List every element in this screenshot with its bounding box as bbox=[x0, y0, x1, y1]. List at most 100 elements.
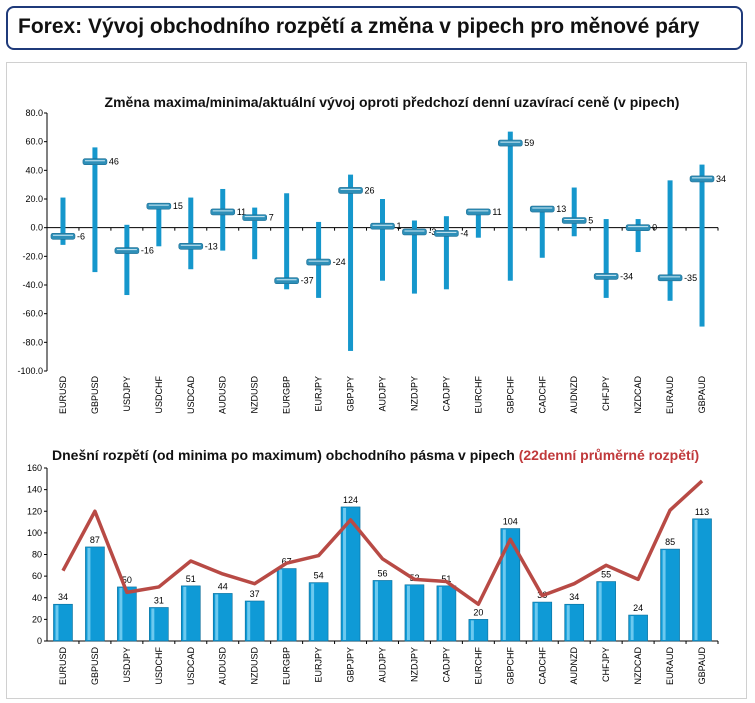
bar-shine bbox=[247, 601, 251, 640]
value-label: -13 bbox=[205, 241, 218, 251]
chart2-x-tick-label: EURAUD bbox=[665, 647, 675, 686]
value-label: 11 bbox=[492, 207, 501, 217]
chart1-y-tick-label: 80.0 bbox=[25, 108, 43, 118]
value-label: -35 bbox=[684, 273, 697, 283]
bar-shine bbox=[406, 585, 410, 640]
bar-shine bbox=[438, 586, 442, 640]
chart1-x-tick-label: NZDCAD bbox=[633, 376, 643, 414]
bar-shine bbox=[630, 616, 634, 640]
value-label: 44 bbox=[218, 581, 228, 591]
value-label: 51 bbox=[441, 574, 451, 584]
value-label: 85 bbox=[665, 537, 675, 547]
chart2-x-tick-label: EURCHF bbox=[473, 646, 483, 684]
chart2-x-tick-label: AUDJPY bbox=[378, 647, 388, 683]
bar-shine bbox=[87, 547, 91, 640]
charts-panel bbox=[6, 62, 747, 699]
bar-shine bbox=[311, 583, 315, 640]
value-label: -6 bbox=[77, 231, 85, 241]
range-bar bbox=[60, 197, 66, 245]
chart2-x-tick-label: NZDJPY bbox=[409, 647, 419, 682]
range-bar bbox=[603, 219, 609, 298]
chart2-x-tick-label: CHFJPY bbox=[601, 647, 611, 682]
chart1-y-tick-label: -80.0 bbox=[22, 337, 43, 347]
value-label: 87 bbox=[90, 535, 100, 545]
range-bar bbox=[507, 131, 513, 281]
value-label: 113 bbox=[695, 507, 709, 517]
bar-shine bbox=[694, 519, 698, 640]
value-label: -37 bbox=[301, 276, 314, 286]
range-bar bbox=[252, 207, 258, 260]
chart1-x-tick-label: NZDJPY bbox=[409, 376, 419, 411]
chart2-x-tick-label: NZDUSD bbox=[250, 647, 260, 685]
value-label: 34 bbox=[58, 592, 68, 602]
value-label: 34 bbox=[716, 174, 726, 184]
bar-shine bbox=[215, 594, 219, 640]
chart1-y-tick-label: 40.0 bbox=[25, 165, 43, 175]
chart2-x-tick-label: USDCAD bbox=[186, 647, 196, 686]
bar-shine bbox=[598, 582, 602, 640]
header-box: Forex: Vývoj obchodního rozpětí a změna … bbox=[6, 6, 743, 50]
chart2-y-tick-label: 160 bbox=[27, 463, 42, 473]
chart1-x-tick-label: EURUSD bbox=[58, 376, 68, 415]
bar-shine bbox=[502, 529, 506, 640]
chart2-y-tick-label: 0 bbox=[37, 636, 42, 646]
value-label: 13 bbox=[556, 204, 566, 214]
value-label: 34 bbox=[569, 592, 579, 602]
chart1-x-tick-label: NZDUSD bbox=[250, 376, 260, 414]
chart1-x-tick-label: USDCAD bbox=[186, 376, 196, 415]
range-bar bbox=[124, 224, 130, 296]
chart2-y-tick-label: 20 bbox=[32, 614, 42, 624]
range-bar bbox=[667, 180, 673, 301]
bar-shine bbox=[566, 605, 570, 640]
chart1-y-tick-label: 20.0 bbox=[25, 194, 43, 204]
page-title: Forex: Vývoj obchodního rozpětí a změna … bbox=[18, 15, 700, 38]
chart2-x-tick-label: CADCHF bbox=[537, 646, 547, 684]
average-line bbox=[61, 479, 704, 606]
bar-shine bbox=[470, 620, 474, 640]
chart1-x-tick-label: EURJPY bbox=[314, 376, 324, 412]
range-bar bbox=[443, 216, 449, 290]
bar-shine bbox=[183, 586, 187, 640]
range-bar bbox=[571, 187, 577, 237]
chart2-y-tick-label: 40 bbox=[32, 593, 42, 603]
value-label: 11 bbox=[237, 207, 246, 217]
range-bar bbox=[475, 210, 481, 238]
chart1-x-tick-label: GBPJPY bbox=[346, 376, 356, 412]
chart2-title-main: Dnešní rozpětí (od minima po maximum) ob… bbox=[52, 447, 515, 463]
chart1-y-tick-label: -100.0 bbox=[17, 366, 43, 376]
value-label: 37 bbox=[250, 589, 260, 599]
bar-shine bbox=[55, 605, 59, 640]
chart1-y-tick-label: 60.0 bbox=[25, 137, 43, 147]
range-bar bbox=[635, 219, 641, 253]
range-bar bbox=[411, 220, 417, 294]
value-label: -34 bbox=[620, 271, 633, 281]
chart2-x-tick-label: NZDCAD bbox=[633, 647, 643, 685]
range-chart: Změna maxima/minima/aktuální vývoj oprot… bbox=[17, 94, 726, 415]
value-label: -16 bbox=[141, 246, 154, 256]
chart1-x-tick-label: USDJPY bbox=[122, 376, 132, 412]
chart1-x-tick-label: CADJPY bbox=[441, 376, 451, 412]
bar-shine bbox=[343, 507, 347, 640]
value-label: 54 bbox=[314, 571, 324, 581]
chart1-x-tick-label: EURGBP bbox=[282, 376, 292, 414]
range-bar bbox=[92, 147, 98, 273]
value-label: -4 bbox=[460, 228, 468, 238]
value-label: 15 bbox=[173, 201, 183, 211]
chart1-x-tick-label: GBPCHF bbox=[505, 376, 515, 414]
value-label: 50 bbox=[122, 575, 132, 585]
range-bar bbox=[380, 199, 385, 281]
chart1-x-tick-label: AUDJPY bbox=[378, 376, 388, 412]
chart2-title-highlight: (22denní průměrné rozpětí) bbox=[519, 447, 699, 463]
chart1-x-tick-label: GBPUSD bbox=[90, 376, 100, 415]
chart1-x-tick-label: USDCHF bbox=[154, 375, 164, 413]
value-label: 51 bbox=[186, 574, 196, 584]
chart2-y-tick-label: 60 bbox=[32, 571, 42, 581]
chart2-x-tick-label: USDCHF bbox=[154, 646, 164, 684]
range-bar bbox=[348, 174, 354, 351]
range-bar bbox=[539, 207, 545, 258]
bar-shine bbox=[119, 587, 123, 640]
chart1-y-tick-label: -60.0 bbox=[22, 309, 43, 319]
chart2-y-tick-label: 140 bbox=[27, 485, 42, 495]
value-label: 59 bbox=[524, 138, 534, 148]
